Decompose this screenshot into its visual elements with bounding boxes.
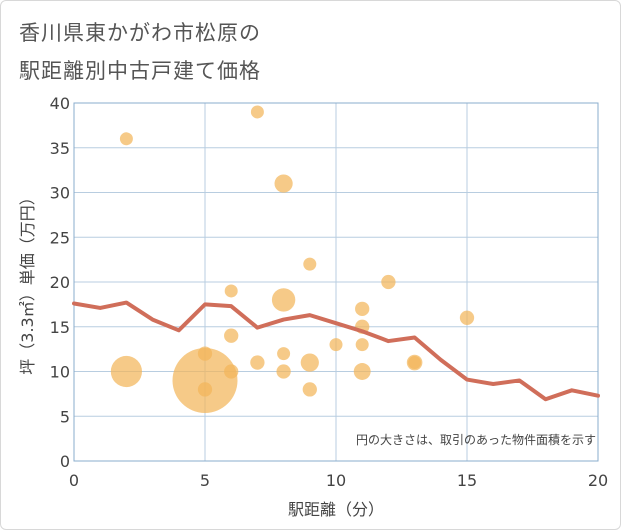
x-axis-label: 駅距離（分） [288,500,384,519]
tick-labels: 0 5 10 15 20 0 5 10 15 20 25 30 35 40 [50,94,609,490]
bubble-9 [459,310,475,325]
bubble-0 [119,132,133,146]
bubble-6 [381,274,396,290]
bubble-24 [197,382,213,397]
y-tick-label-4: 20 [50,273,70,292]
x-tick-label-3: 15 [457,471,477,490]
y-tick-label-7: 35 [50,139,70,158]
bubble-15 [250,355,265,370]
bubble-21 [276,364,291,379]
bubble-19 [110,355,142,388]
bubble-1 [250,105,264,119]
chart-title-line-1: 香川県東かがわ市松原の [19,21,261,45]
chart-title-line-2: 駅距離別中古戸建て価格 [19,59,261,83]
y-tick-label-0: 0 [60,452,70,471]
bubble-12 [355,338,369,352]
y-tick-label-8: 40 [50,94,70,113]
bubble-4 [224,284,238,298]
x-tick-label-0: 0 [69,471,79,490]
bubble-5 [271,288,296,312]
y-tick-label-1: 5 [60,407,70,426]
bubble-23 [172,347,238,413]
x-tick-label-1: 5 [200,471,210,490]
y-tick-label-3: 15 [50,318,70,337]
x-tick-label-2: 10 [326,471,346,490]
x-tick-label-4: 20 [588,471,608,490]
plot-area-border [73,102,599,462]
bubble-16 [300,353,319,372]
y-tick-label-2: 10 [50,363,70,382]
y-axis-label: 坪（3.3㎡）単価（万円） [18,189,37,374]
series-line-0 [72,300,600,402]
bubble-25 [302,382,317,397]
bubble-2 [274,174,293,193]
y-tick-label-5: 25 [50,228,70,247]
bubble-size-note: 円の大きさは、取引のあった物件面積を示す [356,432,596,447]
bubble-14 [277,347,291,361]
y-tick-label-6: 30 [50,184,70,203]
bubble-18 [408,356,422,370]
bubble-7 [355,301,370,316]
bubble-22 [353,363,371,380]
bubble-11 [329,338,343,352]
average-line [72,300,600,402]
bubble-3 [303,257,317,271]
bubble-10 [224,328,239,343]
